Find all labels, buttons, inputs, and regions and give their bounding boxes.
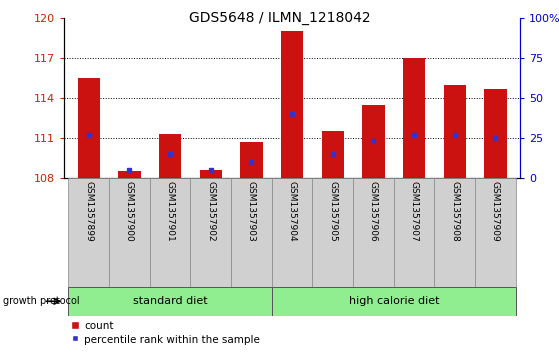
- Bar: [272, 178, 312, 287]
- Bar: [191, 178, 231, 287]
- Text: standard diet: standard diet: [132, 296, 207, 306]
- Text: GDS5648 / ILMN_1218042: GDS5648 / ILMN_1218042: [189, 11, 370, 25]
- Text: GSM1357901: GSM1357901: [165, 181, 174, 242]
- Bar: [68, 178, 109, 287]
- Text: GSM1357905: GSM1357905: [328, 181, 337, 242]
- Bar: [78, 78, 100, 178]
- Text: GSM1357903: GSM1357903: [247, 181, 256, 242]
- Text: GSM1357899: GSM1357899: [84, 181, 93, 242]
- Bar: [200, 170, 222, 178]
- Bar: [240, 142, 263, 178]
- Bar: [475, 178, 516, 287]
- Bar: [444, 85, 466, 178]
- Legend: count, percentile rank within the sample: count, percentile rank within the sample: [69, 321, 260, 344]
- Bar: [118, 171, 140, 178]
- Bar: [109, 178, 150, 287]
- Text: GSM1357908: GSM1357908: [451, 181, 459, 242]
- Text: growth protocol: growth protocol: [3, 296, 79, 306]
- Bar: [434, 178, 475, 287]
- Bar: [403, 58, 425, 178]
- Bar: [484, 89, 506, 178]
- Text: GSM1357906: GSM1357906: [369, 181, 378, 242]
- Text: GSM1357907: GSM1357907: [410, 181, 419, 242]
- Bar: [159, 134, 181, 178]
- Text: GSM1357909: GSM1357909: [491, 181, 500, 242]
- Text: GSM1357902: GSM1357902: [206, 181, 215, 242]
- Bar: [150, 178, 191, 287]
- Text: GSM1357904: GSM1357904: [287, 181, 297, 242]
- Bar: [312, 178, 353, 287]
- Bar: [272, 287, 516, 316]
- Text: high calorie diet: high calorie diet: [348, 296, 439, 306]
- Bar: [394, 178, 434, 287]
- Bar: [281, 32, 304, 178]
- Text: GSM1357900: GSM1357900: [125, 181, 134, 242]
- Bar: [353, 178, 394, 287]
- Bar: [68, 287, 272, 316]
- Bar: [321, 131, 344, 178]
- Bar: [362, 105, 385, 178]
- Bar: [231, 178, 272, 287]
